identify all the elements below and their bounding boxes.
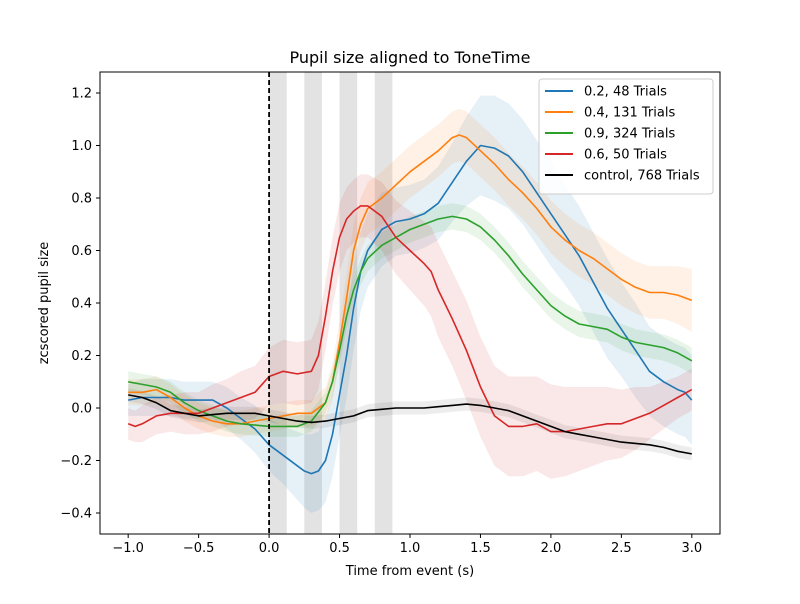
x-tick-label: 2.0 bbox=[541, 541, 562, 556]
legend-label-3: 0.6, 50 Trials bbox=[584, 148, 667, 163]
series-lines bbox=[127, 134, 693, 475]
y-tick-label: 0.2 bbox=[71, 349, 92, 364]
y-tick-label: 0.8 bbox=[71, 192, 92, 207]
y-tick-label: −0.2 bbox=[60, 454, 92, 469]
y-axis-ticks: −0.4 −0.2 0.0 0.2 0.4 0.6 0.8 1.0 1.2 bbox=[60, 87, 100, 522]
y-axis-label: zcscored pupil size bbox=[37, 242, 52, 365]
legend-box bbox=[538, 78, 714, 195]
series-line-0 bbox=[128, 144, 693, 475]
x-tick-label: −0.5 bbox=[183, 541, 215, 556]
series-band-1 bbox=[128, 108, 692, 437]
x-axis-label: Time from event (s) bbox=[345, 564, 474, 579]
series-band-4 bbox=[128, 388, 692, 461]
series-line-2 bbox=[128, 215, 693, 428]
series-band-2 bbox=[128, 203, 692, 437]
x-tick-label: −1.0 bbox=[112, 541, 144, 556]
x-tick-label: 1.5 bbox=[470, 541, 491, 556]
y-tick-label: 1.0 bbox=[71, 139, 92, 154]
x-tick-label: 3.0 bbox=[681, 541, 702, 556]
shaded-interval-1 bbox=[304, 72, 322, 534]
y-tick-label: 1.2 bbox=[71, 87, 92, 102]
series-line-1 bbox=[128, 134, 693, 425]
x-tick-label: 2.5 bbox=[611, 541, 632, 556]
legend-label-1: 0.4, 131 Trials bbox=[584, 106, 675, 121]
x-axis-ticks: −1.0 −0.5 0.0 0.5 1.0 1.5 2.0 2.5 3.0 bbox=[112, 534, 702, 556]
y-tick-label: 0.4 bbox=[71, 297, 92, 312]
legend-label-0: 0.2, 48 Trials bbox=[584, 85, 667, 100]
series-line-3 bbox=[127, 205, 693, 433]
shaded-interval-3 bbox=[374, 72, 393, 534]
legend: 0.2, 48 Trials 0.4, 131 Trials 0.9, 324 Tr… bbox=[538, 78, 714, 195]
x-tick-label: 0.5 bbox=[329, 541, 350, 556]
legend-label-2: 0.9, 324 Trials bbox=[584, 127, 675, 142]
series-band-0 bbox=[128, 95, 692, 513]
legend-label-4: control, 768 Trials bbox=[584, 169, 700, 184]
shaded-interval-2 bbox=[339, 72, 358, 534]
y-tick-label: 0.0 bbox=[71, 402, 92, 417]
series-line-4 bbox=[128, 394, 692, 455]
x-tick-label: 0.0 bbox=[259, 541, 280, 556]
x-tick-label: 1.0 bbox=[400, 541, 421, 556]
y-tick-label: −0.4 bbox=[60, 507, 92, 522]
y-tick-label: 0.6 bbox=[71, 244, 92, 259]
chart-title: Pupil size aligned to ToneTime bbox=[290, 48, 531, 67]
